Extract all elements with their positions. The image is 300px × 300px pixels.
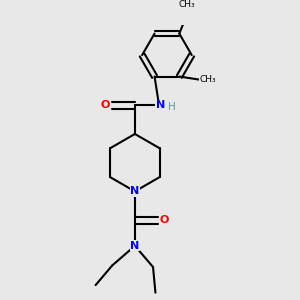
- Text: O: O: [160, 215, 169, 225]
- Text: CH₃: CH₃: [178, 0, 195, 9]
- Text: N: N: [130, 241, 140, 251]
- Text: O: O: [101, 100, 110, 110]
- Text: CH₃: CH₃: [200, 75, 216, 84]
- Text: N: N: [156, 100, 165, 110]
- Text: N: N: [130, 186, 140, 197]
- Text: H: H: [168, 102, 176, 112]
